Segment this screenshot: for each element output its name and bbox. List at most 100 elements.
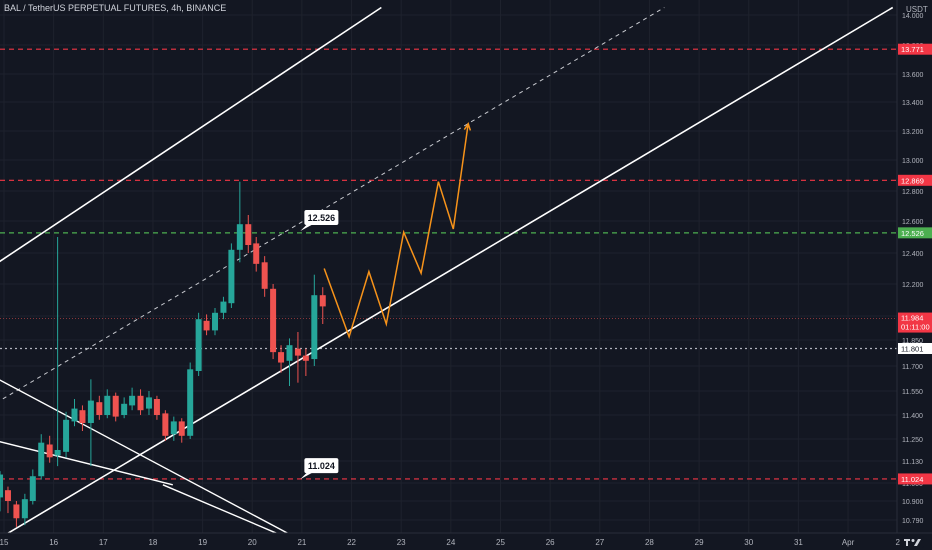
candle-up[interactable] — [187, 362, 194, 439]
price-callouts[interactable]: 12.526 11.024 — [300, 210, 339, 480]
candle-down[interactable] — [13, 501, 20, 527]
trend-lines[interactable] — [0, 6, 894, 537]
candle-body — [129, 395, 136, 406]
candle-down[interactable] — [178, 418, 185, 443]
candle-up[interactable] — [195, 312, 202, 376]
candle-up[interactable] — [104, 389, 111, 419]
channel-mid-dashed-line[interactable] — [0, 7, 665, 408]
candle-body — [63, 419, 70, 452]
candle-up[interactable] — [38, 434, 45, 480]
candle-up[interactable] — [71, 399, 78, 427]
price-level-tag: 12.869 — [901, 176, 924, 185]
time-tick-label: 18 — [148, 538, 157, 547]
projection-zigzag[interactable] — [323, 123, 469, 340]
candle-body — [294, 348, 301, 356]
candle-down[interactable] — [96, 395, 103, 420]
candle-down[interactable] — [261, 256, 268, 297]
time-axis[interactable]: 1516171819202122232425262728293031Apr23 — [0, 538, 932, 547]
candle-down[interactable] — [137, 389, 144, 415]
candle-up[interactable] — [220, 296, 227, 320]
price-axis-panel[interactable] — [897, 0, 932, 533]
candle-down[interactable] — [319, 287, 326, 324]
time-tick-label: 31 — [794, 538, 803, 547]
channel-upper-line[interactable] — [0, 6, 382, 269]
channel-lower-line[interactable] — [3, 6, 894, 537]
candle-up[interactable] — [286, 338, 293, 386]
price-tick-label: 13.400 — [902, 100, 924, 107]
callout-pointer — [300, 224, 314, 231]
candle-up[interactable] — [212, 308, 219, 336]
candle-body — [195, 319, 202, 371]
projection-arrow-head — [463, 122, 472, 131]
candle-down[interactable] — [294, 332, 301, 383]
descending-trend-line[interactable] — [0, 439, 173, 486]
price-tick-label: 11.850 — [902, 338, 923, 345]
candle-body — [245, 224, 252, 245]
candle-down[interactable] — [4, 486, 11, 514]
time-tick-label: 29 — [695, 538, 704, 547]
time-tick-label: 30 — [744, 538, 753, 547]
candle-down[interactable] — [203, 314, 210, 336]
candle-down[interactable] — [162, 410, 169, 441]
candle-up[interactable] — [63, 411, 70, 458]
candle-down[interactable] — [79, 405, 86, 431]
candles[interactable] — [0, 181, 326, 527]
candle-up[interactable] — [129, 387, 136, 411]
price-callout[interactable]: 11.024 — [300, 458, 339, 480]
candle-down[interactable] — [278, 345, 285, 373]
candle-down[interactable] — [46, 435, 53, 463]
price-level-tag: 12.526 — [901, 229, 924, 238]
candle-down[interactable] — [302, 348, 309, 376]
candle-up[interactable] — [121, 397, 128, 419]
price-callout[interactable]: 12.526 — [300, 210, 339, 231]
callout-box — [304, 210, 339, 225]
price-tick-label: 12.600 — [902, 219, 924, 226]
time-tick-label: 24 — [446, 538, 455, 547]
candle-up[interactable] — [145, 391, 152, 415]
time-tick-label: 19 — [198, 538, 207, 547]
candle-up[interactable] — [170, 416, 177, 441]
candle-up[interactable] — [228, 243, 235, 308]
price-level-lines[interactable] — [0, 48, 897, 480]
candle-up[interactable] — [87, 379, 94, 467]
tradingview-logo-icon[interactable] — [902, 536, 924, 548]
candle-body — [79, 410, 86, 423]
price-tick-label: 13.000 — [902, 158, 924, 165]
candle-up[interactable] — [236, 181, 243, 263]
candle-body — [38, 442, 45, 477]
price-tick-label: 11.130 — [902, 459, 923, 466]
candle-body — [319, 295, 326, 307]
price-tick-label: 10.900 — [902, 499, 924, 506]
candle-body — [278, 352, 285, 363]
candle-up[interactable] — [0, 471, 4, 512]
candle-up[interactable] — [54, 237, 61, 467]
time-tick-label: 22 — [347, 538, 356, 547]
descending-trend-line[interactable] — [162, 484, 283, 537]
time-tick-label: 2 — [895, 538, 900, 547]
candle-up[interactable] — [21, 493, 28, 526]
candle-body — [236, 224, 243, 250]
candle-body — [178, 421, 185, 436]
projection-path[interactable] — [323, 122, 472, 340]
candle-body — [137, 395, 144, 411]
time-tick-label: 28 — [645, 538, 654, 547]
descending-trend-line[interactable] — [0, 374, 293, 537]
candle-down[interactable] — [153, 395, 160, 420]
candle-up[interactable] — [29, 469, 36, 505]
candle-down[interactable] — [112, 392, 119, 422]
candle-down[interactable] — [253, 237, 260, 272]
time-axis-panel[interactable] — [0, 533, 932, 550]
candle-up[interactable] — [311, 274, 318, 366]
candle-body — [4, 490, 11, 501]
callout-pointer — [300, 472, 314, 480]
price-tick-label: 10.790 — [902, 518, 924, 525]
candle-body — [54, 450, 61, 456]
candle-down[interactable] — [245, 215, 252, 253]
time-tick-label: 15 — [0, 538, 9, 547]
candle-down[interactable] — [270, 284, 277, 360]
candle-body — [104, 395, 111, 415]
price-level-tag-bg — [898, 174, 932, 186]
price-level-tag-bg — [898, 43, 932, 55]
